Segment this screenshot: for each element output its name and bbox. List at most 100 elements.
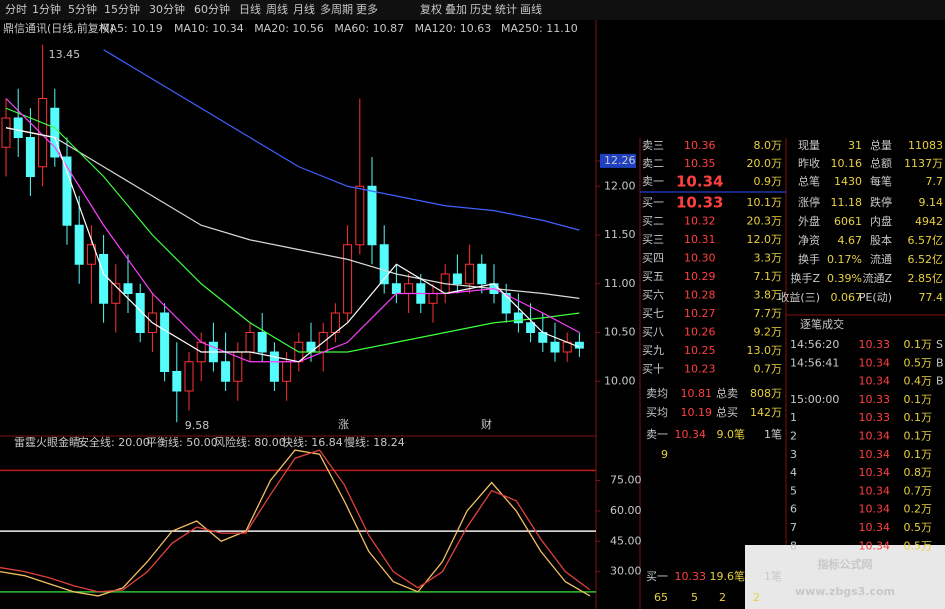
trade-volume: 0.5万 xyxy=(904,356,933,369)
indicator-line xyxy=(0,449,591,593)
book-volume: 7.7万 xyxy=(754,307,783,320)
candle-body xyxy=(343,244,353,314)
candle-body xyxy=(404,283,414,294)
ma-label: MA60: 10.87 xyxy=(334,22,404,35)
ma-line xyxy=(103,49,580,231)
trade-side: B xyxy=(936,356,944,369)
low-label: 9.58 xyxy=(185,419,210,432)
tool-button[interactable]: 统计 xyxy=(495,3,517,16)
book-cell: 2.85亿 xyxy=(908,272,944,285)
period-tab[interactable]: 多周期 xyxy=(320,2,353,16)
book-cell: 总笔 xyxy=(798,174,820,188)
candle-body xyxy=(135,293,145,333)
book-cell: 跌停 xyxy=(870,195,892,209)
y-tick-label: 11.50 xyxy=(604,228,636,241)
trade-time: 5 xyxy=(790,484,797,497)
book-volume: 8.0万 xyxy=(754,139,783,152)
ma-label: MA20: 10.56 xyxy=(254,22,324,35)
trade-time: 4 xyxy=(790,466,797,479)
watermark-url: www.zbgs3.com xyxy=(795,585,895,598)
book-volume: 20.0万 xyxy=(747,157,783,170)
book-cell: 卖一 xyxy=(646,428,668,441)
book-volume: 13.0万 xyxy=(747,344,783,357)
book-price: 10.27 xyxy=(684,307,716,320)
trades-title: 逐笔成交 xyxy=(800,317,844,331)
book-cell: 10.34 xyxy=(675,428,707,441)
candle-body xyxy=(282,361,292,382)
tool-button[interactable]: 叠加 xyxy=(445,3,467,16)
book-cell: 1137万 xyxy=(904,157,943,170)
period-tab[interactable]: 分时 xyxy=(5,3,27,16)
y-tick-label: 75.00 xyxy=(610,474,642,487)
trade-price: 10.34 xyxy=(859,356,891,369)
book-volume: 9.2万 xyxy=(754,326,783,339)
candle-body xyxy=(13,117,23,138)
candle-body xyxy=(111,283,121,304)
book-cell: 9.14 xyxy=(919,196,944,209)
book-cell: 142万 xyxy=(750,406,782,419)
book-cell: 808万 xyxy=(750,387,782,400)
ma-label: MA5: 10.19 xyxy=(100,22,163,35)
tool-button[interactable]: 画线 xyxy=(520,2,542,16)
tool-button[interactable]: 历史 xyxy=(470,3,492,16)
candle-body xyxy=(99,254,109,304)
period-tab[interactable]: 30分钟 xyxy=(149,2,185,16)
book-cell: 0.067 xyxy=(831,291,863,304)
candle-body xyxy=(379,244,389,285)
book-cell: 2 xyxy=(719,591,726,604)
book-cell: 4.67 xyxy=(838,234,863,247)
y-tick-label: 30.00 xyxy=(610,565,642,578)
stock-name: 鼎信通讯(日线,前复权) xyxy=(3,21,114,35)
y-tick-label: 45.00 xyxy=(610,534,642,547)
y-tick-label: 10.50 xyxy=(604,326,636,339)
book-cell: 买一 xyxy=(646,570,668,583)
candle-body xyxy=(355,185,365,246)
toolbar-bg xyxy=(0,0,945,20)
book-cell: 0.17% xyxy=(827,253,862,266)
y-tick-label: 10.00 xyxy=(604,374,636,387)
book-cell: 11083 xyxy=(908,139,943,152)
book-cell: 1笔 xyxy=(764,569,782,583)
indicator-param: 风险线: 80.00 xyxy=(214,435,286,449)
book-cell: 6061 xyxy=(834,215,862,228)
trade-time: 8 xyxy=(790,539,797,552)
period-tab[interactable]: 更多 xyxy=(356,2,378,16)
tool-button[interactable]: 复权 xyxy=(420,2,442,16)
trade-volume: 0.1万 xyxy=(904,393,933,406)
book-price: 10.31 xyxy=(684,233,716,246)
period-tab[interactable]: 5分钟 xyxy=(68,2,97,16)
period-tab[interactable]: 15分钟 xyxy=(104,2,140,16)
period-tab[interactable]: 1分钟 xyxy=(32,2,61,16)
candle-body xyxy=(257,332,267,353)
candle-body xyxy=(62,156,72,226)
book-price: 10.28 xyxy=(684,289,716,302)
book-price: 10.35 xyxy=(684,157,716,170)
book-cell: 6.52亿 xyxy=(908,253,944,266)
period-tab[interactable]: 日线 xyxy=(239,2,261,16)
candle-body xyxy=(391,283,401,294)
book-price: 10.30 xyxy=(684,252,716,265)
book-cell: 内盘 xyxy=(870,214,892,228)
book-cell: 9.0笔 xyxy=(717,427,746,441)
candle-body xyxy=(465,263,475,285)
trade-price: 10.34 xyxy=(859,466,891,479)
book-label: 买九 xyxy=(642,344,664,357)
y-tick-label: 11.00 xyxy=(604,277,636,290)
book-cell: 7.7 xyxy=(926,175,944,188)
book-price: 10.34 xyxy=(676,173,723,191)
book-volume: 10.1万 xyxy=(747,196,783,209)
trade-time: 14:56:20 xyxy=(790,338,839,351)
book-label: 卖三 xyxy=(642,139,664,152)
trade-time: 7 xyxy=(790,521,797,534)
period-tab[interactable]: 60分钟 xyxy=(194,2,230,16)
book-cell: 现量 xyxy=(798,139,820,152)
period-tab[interactable]: 周线 xyxy=(266,2,288,16)
book-cell: 10.81 xyxy=(681,387,713,400)
book-cell: 净资 xyxy=(798,233,820,247)
period-tab[interactable]: 月线 xyxy=(293,2,315,16)
book-volume: 3.3万 xyxy=(754,252,783,265)
event-marker: 涨 xyxy=(338,418,349,431)
book-cell: 1430 xyxy=(834,175,862,188)
